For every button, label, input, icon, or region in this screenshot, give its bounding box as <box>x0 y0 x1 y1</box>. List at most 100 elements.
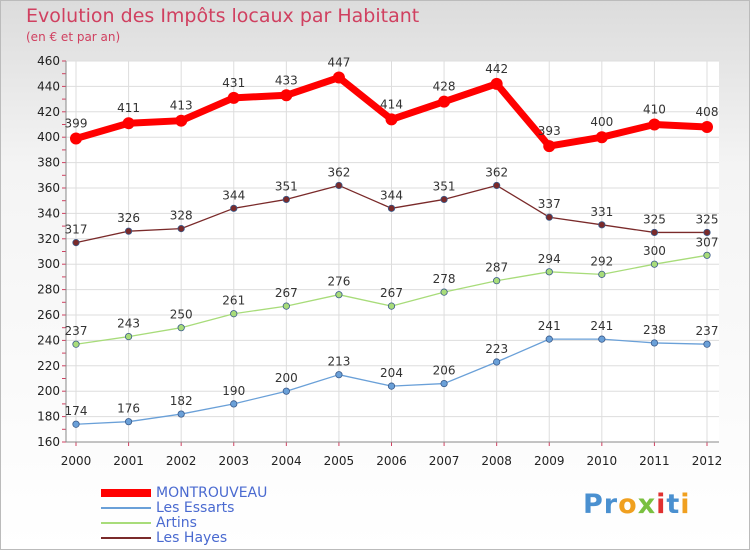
data-label: 292 <box>590 254 613 268</box>
x-tick-label: 2002 <box>166 454 197 468</box>
y-tick-label: 360 <box>37 181 60 195</box>
x-tick-label: 2001 <box>113 454 144 468</box>
y-tick-label: 200 <box>37 384 60 398</box>
x-tick-label: 2009 <box>534 454 565 468</box>
data-point <box>490 77 503 90</box>
data-point <box>124 227 133 235</box>
x-tick-label: 2004 <box>271 454 302 468</box>
data-label: 410 <box>643 103 666 117</box>
y-tick-label: 160 <box>37 435 60 449</box>
data-point <box>72 340 80 348</box>
data-point <box>385 113 398 126</box>
data-point <box>703 251 711 259</box>
x-tick-label: 2003 <box>218 454 249 468</box>
data-point <box>493 277 501 285</box>
data-label: 300 <box>643 244 666 258</box>
data-point <box>387 204 396 212</box>
data-point <box>648 118 661 131</box>
data-point <box>175 114 188 127</box>
y-tick-label: 180 <box>37 410 60 424</box>
x-tick-label: 2010 <box>587 454 618 468</box>
data-point <box>122 117 135 130</box>
data-label: 413 <box>170 99 193 113</box>
data-point <box>387 302 396 310</box>
x-tick-label: 2012 <box>692 454 723 468</box>
y-tick-label: 440 <box>37 79 60 93</box>
y-tick-label: 220 <box>37 359 60 373</box>
data-point <box>598 221 606 229</box>
data-label: 213 <box>327 355 350 369</box>
legend-swatch <box>101 489 151 497</box>
data-point <box>598 335 606 343</box>
data-label: 351 <box>433 179 456 193</box>
data-point <box>70 132 82 145</box>
data-point <box>703 340 711 348</box>
data-point <box>282 195 290 204</box>
data-label: 190 <box>222 384 245 398</box>
data-point <box>703 228 711 237</box>
data-point <box>124 418 133 426</box>
data-label: 287 <box>485 261 508 275</box>
legend-label: Les Essarts <box>156 500 235 516</box>
data-label: 238 <box>643 323 666 337</box>
data-label: 414 <box>380 97 403 111</box>
data-label: 174 <box>65 404 88 418</box>
data-point <box>177 225 185 233</box>
legend-item: Les Essarts <box>101 501 301 516</box>
data-label: 276 <box>327 275 350 289</box>
data-label: 223 <box>485 342 508 356</box>
data-label: 393 <box>538 124 561 138</box>
x-tick-label: 2006 <box>376 454 407 468</box>
data-point <box>387 382 396 390</box>
data-label: 307 <box>696 235 719 249</box>
data-point <box>598 270 606 278</box>
data-label: 204 <box>380 366 403 380</box>
data-label: 400 <box>590 115 613 129</box>
data-label: 351 <box>275 179 298 193</box>
data-label: 328 <box>170 209 193 223</box>
legend-label: MONTROUVEAU <box>156 485 268 501</box>
x-tick-label: 2008 <box>481 454 512 468</box>
data-point <box>177 410 185 418</box>
data-point <box>282 302 290 310</box>
data-label: 442 <box>485 62 508 76</box>
data-label: 278 <box>433 272 456 286</box>
data-label: 206 <box>433 364 456 378</box>
data-label: 326 <box>117 211 140 225</box>
y-tick-label: 260 <box>37 308 60 322</box>
y-tick-label: 420 <box>37 105 60 119</box>
data-label: 294 <box>538 252 561 266</box>
data-label: 176 <box>117 402 140 416</box>
data-point <box>493 358 501 366</box>
data-point <box>701 121 713 134</box>
data-label: 344 <box>380 188 403 202</box>
legend-label: Les Hayes <box>156 530 228 546</box>
data-label: 250 <box>170 308 193 322</box>
data-label: 433 <box>275 73 298 87</box>
data-label: 344 <box>222 188 245 202</box>
data-label: 399 <box>65 116 88 130</box>
data-point <box>227 91 240 104</box>
y-tick-label: 460 <box>37 54 60 68</box>
data-label: 243 <box>117 317 140 331</box>
data-point <box>545 268 553 276</box>
data-label: 431 <box>222 76 245 90</box>
data-label: 447 <box>327 56 350 70</box>
legend-item: MONTROUVEAU <box>101 486 301 501</box>
legend-swatch <box>101 537 151 539</box>
legend-swatch <box>101 507 151 509</box>
data-label: 267 <box>275 286 298 300</box>
data-point <box>280 89 293 102</box>
y-tick-label: 240 <box>37 333 60 347</box>
data-point <box>72 420 80 428</box>
data-label: 237 <box>65 324 88 338</box>
x-tick-label: 2011 <box>639 454 670 468</box>
data-label: 362 <box>485 165 508 179</box>
chart-subtitle: (en € et par an) <box>26 30 121 44</box>
data-label: 337 <box>538 197 561 211</box>
data-point <box>543 140 556 153</box>
data-label: 325 <box>643 212 666 226</box>
data-point <box>440 195 448 204</box>
